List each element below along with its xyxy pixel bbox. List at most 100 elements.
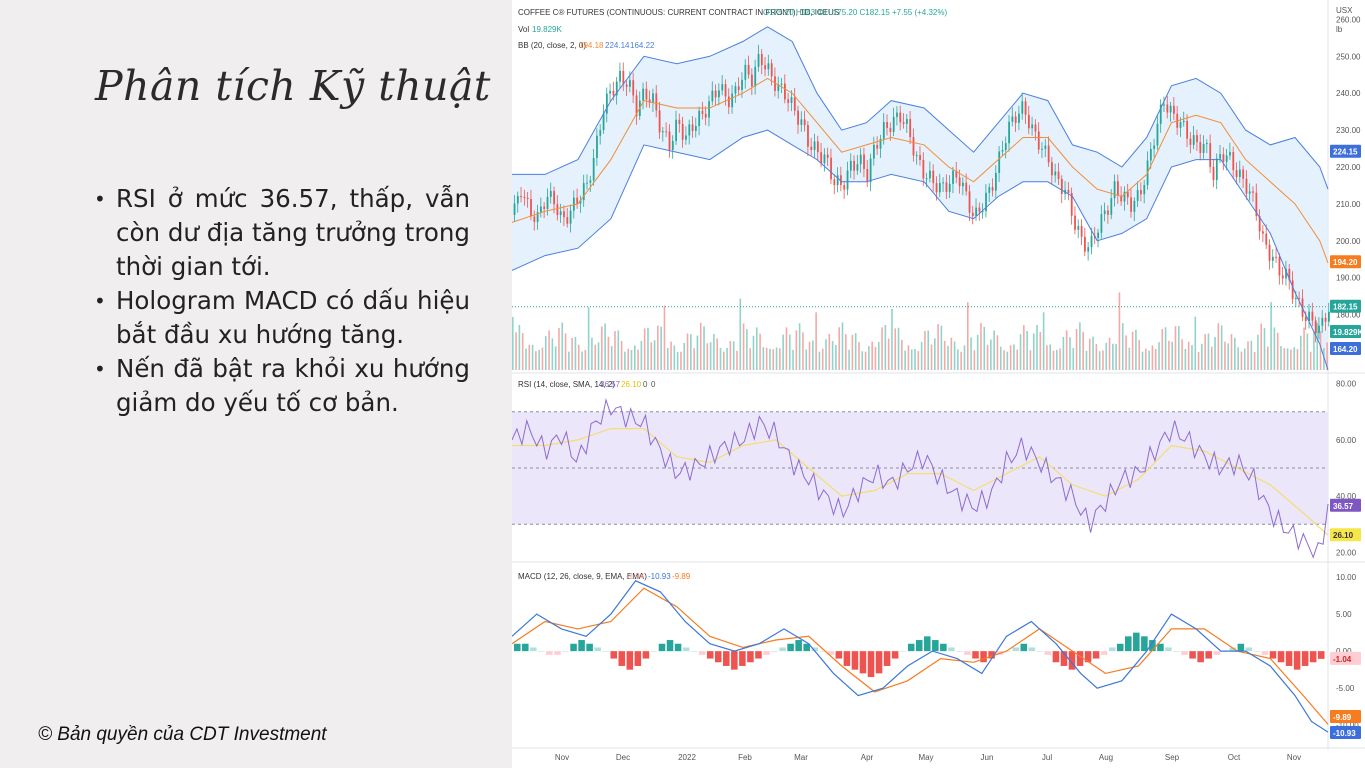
candle-body (770, 63, 773, 77)
macd-signal-badge-bg (1330, 710, 1361, 723)
volume-bar (934, 338, 936, 370)
volume-bar (1082, 332, 1084, 370)
macd-histogram-bar (779, 647, 786, 652)
volume-bar (601, 326, 603, 370)
candle-body (1308, 311, 1311, 321)
volume-bar (1112, 343, 1114, 370)
candle-body (912, 137, 915, 156)
macd-histogram-bar (747, 651, 754, 663)
macd-histogram-bar (1165, 647, 1172, 652)
candle-body (1100, 214, 1103, 233)
macd-histogram-bar (1277, 651, 1285, 663)
macd-histogram-bar (658, 643, 666, 652)
volume-bar (554, 346, 557, 370)
volume-bar (719, 348, 722, 370)
volume-bar (515, 332, 517, 370)
volume-bar (1095, 344, 1098, 370)
candle-body (760, 53, 763, 66)
candle-body (721, 84, 724, 91)
rsi-axis-tick: 60.00 (1336, 436, 1357, 445)
volume-bar (1056, 349, 1058, 370)
volume-bar (742, 323, 745, 370)
volume-bar (1270, 302, 1272, 370)
macd-histogram-bar (739, 651, 746, 666)
volume-bar (755, 327, 758, 370)
volume-bar (604, 323, 606, 370)
bullet-list: RSI ở mức 36.57, thấp, vẫn còn dư địa tă… (94, 182, 470, 420)
volume-bar (653, 340, 656, 370)
volume-bar (686, 333, 689, 370)
candle-body (596, 135, 598, 158)
volume-bar (1306, 333, 1309, 370)
candle-body (991, 187, 994, 191)
volume-bar (680, 351, 682, 370)
macd-histogram-bar (650, 651, 658, 652)
time-axis-tick: 2022 (678, 753, 696, 762)
volume-bar (1257, 334, 1259, 370)
candle-body (668, 131, 671, 150)
volume-bar (1131, 331, 1134, 370)
volume-bar (835, 344, 837, 370)
candle-body (909, 119, 912, 138)
candle-body (751, 74, 753, 87)
rsi-ma-line (512, 428, 1329, 536)
volume-bar (732, 341, 735, 370)
volume-bar (1260, 323, 1263, 370)
candle-body (1196, 135, 1198, 143)
candle-body (1163, 104, 1165, 106)
volume-bar (597, 342, 600, 370)
time-axis-tick: Nov (555, 753, 569, 762)
volume-bar (1220, 325, 1223, 370)
volume-bar (762, 347, 765, 370)
candle-body (929, 170, 931, 179)
candle-body (675, 119, 677, 142)
volume-bar (950, 337, 953, 370)
candle-body (1238, 169, 1241, 177)
volume-bar (696, 335, 699, 370)
volume-bar (1204, 334, 1206, 370)
candle-body (952, 170, 954, 184)
price-badge-bg (1330, 299, 1361, 313)
volume-bar (1026, 331, 1028, 370)
volume-bar (1174, 326, 1177, 370)
volume-bar (1290, 349, 1292, 370)
candle-body (816, 141, 819, 153)
candle-body (516, 196, 519, 204)
candle-body (935, 183, 938, 193)
volume-bar (670, 341, 672, 370)
volume-bar (841, 322, 844, 370)
volume-bar (848, 349, 850, 370)
volume-bar (759, 333, 761, 370)
candle-body (915, 155, 918, 157)
candle-body (704, 113, 707, 118)
price-axis-tick: 200.00 (1336, 237, 1361, 246)
candle-body (757, 53, 760, 67)
volume-bar (1135, 329, 1137, 370)
volume-bar (1019, 334, 1022, 370)
candle-body (1080, 226, 1083, 237)
candle-body (826, 154, 829, 158)
volume-bar (1181, 339, 1183, 370)
chart-svg[interactable]: 260.00 250.00 240.00 230.00 220.00 210.00 200.… (512, 0, 1365, 768)
macd-signal-line (512, 587, 1329, 725)
volume-bar (749, 348, 751, 370)
macd-histogram-bar (1181, 651, 1188, 655)
candle-body (823, 154, 826, 164)
candle-body (1156, 123, 1159, 146)
macd-histogram-bar (1044, 651, 1052, 655)
volume-bar (1006, 351, 1009, 370)
macd-histogram-bar (1036, 651, 1044, 652)
candle-body (691, 124, 694, 131)
time-axis-tick: Dec (616, 753, 630, 762)
candle-body (840, 175, 842, 185)
macd-histogram-bar (1229, 647, 1237, 652)
volume-bar (574, 336, 577, 370)
candle-body (886, 122, 889, 128)
candle-body (777, 84, 780, 91)
volume-bar (881, 327, 883, 370)
candle-body (685, 135, 687, 140)
trading-chart[interactable]: 260.00 250.00 240.00 230.00 220.00 210.00 200.… (512, 0, 1365, 768)
time-axis-tick: Apr (861, 753, 874, 762)
candle-body (998, 151, 1001, 174)
volume-bar (775, 347, 778, 370)
